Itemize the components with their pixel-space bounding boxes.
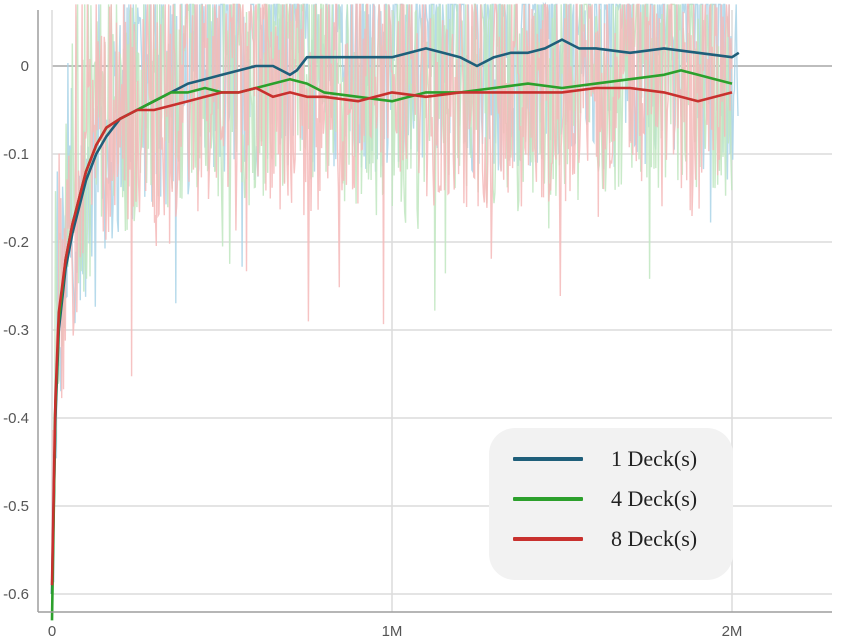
y-tick-label: -0.2: [3, 234, 29, 251]
legend-swatch-2: [513, 497, 583, 501]
y-tick-label: -0.4: [3, 410, 29, 427]
y-tick-label: 0: [21, 58, 29, 75]
legend-swatch-1: [513, 457, 583, 461]
y-tick-label: -0.3: [3, 322, 29, 339]
legend-entry-1: 1 Deck(s): [511, 444, 721, 474]
legend-label-1: 1 Deck(s): [611, 446, 698, 471]
series-line-3: [50, 86, 733, 586]
legend: 1 Deck(s) 4 Deck(s) 8 Deck(s): [489, 428, 733, 580]
series-lines: [50, 38, 740, 621]
raw-noise-layer: [51, 1, 739, 595]
axes: [37, 10, 832, 613]
raw-trace-3: [51, 3, 733, 561]
x-tick-label: 2M: [722, 623, 743, 640]
legend-entry-2: 4 Deck(s): [511, 484, 721, 514]
legend-swatch-3: [513, 537, 583, 541]
y-tick-label: -0.5: [3, 498, 29, 515]
x-tick-label: 1M: [382, 623, 403, 640]
legend-label-3: 8 Deck(s): [611, 526, 698, 551]
x-tick-label: 0: [48, 623, 56, 640]
tick-labels: 0 -0.1 -0.2 -0.3 -0.4 -0.5 -0.6 0 1M 2M: [3, 58, 742, 640]
series-line-1: [50, 38, 740, 595]
legend-label-2: 4 Deck(s): [611, 486, 698, 511]
legend-entry-3: 8 Deck(s): [511, 524, 721, 554]
y-tick-label: -0.1: [3, 146, 29, 163]
y-tick-label: -0.6: [3, 586, 29, 603]
